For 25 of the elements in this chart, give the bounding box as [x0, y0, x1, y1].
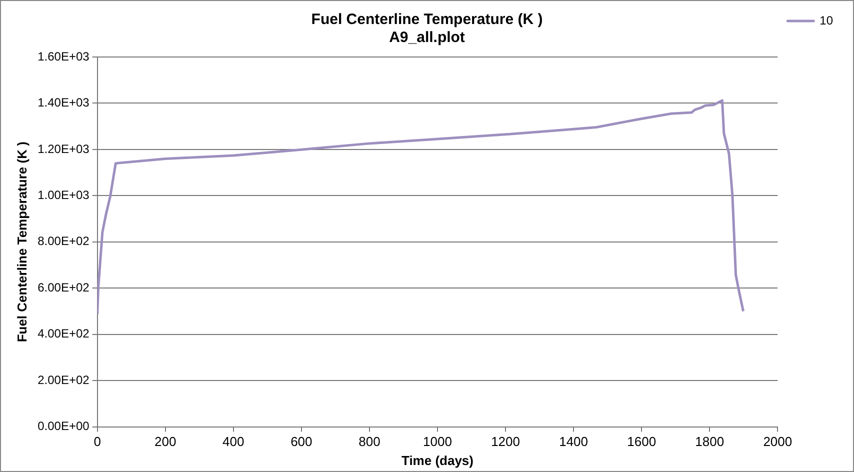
y-tick-label: 4.00E+02 — [38, 326, 90, 341]
x-tick-label: 1000 — [423, 434, 452, 450]
y-tick-label: 0.00E+00 — [38, 419, 90, 434]
y-tick-label: 1.40E+03 — [38, 96, 90, 110]
y-tick-label: 6.00E+02 — [38, 280, 90, 294]
x-tick-label: 0 — [94, 434, 101, 450]
x-axis-title: Time (days) — [401, 452, 474, 468]
x-tick-label: 1400 — [559, 434, 588, 450]
x-tick-label: 1800 — [695, 434, 724, 450]
x-tick-label: 200 — [154, 434, 176, 450]
y-tick-label: 1.20E+03 — [38, 142, 90, 156]
y-tick-label: 8.00E+02 — [38, 234, 90, 248]
x-tick-label: 800 — [358, 434, 380, 450]
x-tick-label: 1200 — [491, 434, 520, 450]
chart-subtitle: A9_all.plot — [389, 29, 465, 46]
y-axis-title: Fuel Centerline Temperature (K ) — [14, 142, 30, 342]
x-tick-label: 1600 — [627, 434, 656, 450]
y-tick-label: 1.00E+03 — [38, 188, 90, 202]
y-tick-label: 1.60E+03 — [38, 49, 90, 64]
y-tick-label: 2.00E+02 — [38, 372, 90, 387]
chart-title: Fuel Centerline Temperature (K ) — [311, 11, 543, 28]
x-tick-label: 600 — [290, 434, 312, 450]
x-tick-label: 2000 — [763, 434, 792, 450]
x-tick-label: 400 — [222, 434, 244, 450]
legend-label: 10 — [820, 13, 834, 28]
